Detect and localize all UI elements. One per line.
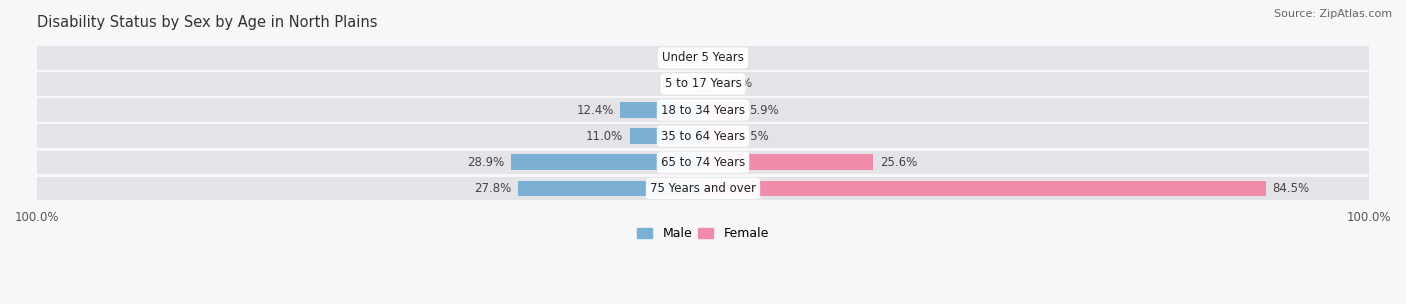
Bar [697,76,703,92]
Text: 35 to 64 Years: 35 to 64 Years [661,130,745,143]
Text: Disability Status by Sex by Age in North Plains: Disability Status by Sex by Age in North… [37,15,378,30]
Bar [703,154,873,170]
Text: 0.0%: 0.0% [710,51,740,64]
Bar [703,76,709,92]
Legend: Male, Female: Male, Female [633,222,773,245]
Text: Under 5 Years: Under 5 Years [662,51,744,64]
Bar [620,102,703,118]
Bar [517,181,703,196]
Bar [703,128,733,144]
Bar [37,150,1369,174]
Text: 18 to 34 Years: 18 to 34 Years [661,104,745,116]
Text: 84.5%: 84.5% [1272,182,1309,195]
Text: 0.81%: 0.81% [716,78,752,91]
Bar [37,46,1369,70]
Bar [37,98,1369,122]
Bar [630,128,703,144]
Bar [37,72,1369,96]
Bar [37,124,1369,148]
Text: 0.0%: 0.0% [666,51,696,64]
Text: 65 to 74 Years: 65 to 74 Years [661,156,745,169]
Bar [510,154,703,170]
Bar [703,102,742,118]
Text: 11.0%: 11.0% [586,130,623,143]
Bar [703,181,1265,196]
Text: 75 Years and over: 75 Years and over [650,182,756,195]
Text: 27.8%: 27.8% [474,182,512,195]
Text: 5 to 17 Years: 5 to 17 Years [665,78,741,91]
Text: 12.4%: 12.4% [576,104,614,116]
Text: 4.5%: 4.5% [740,130,769,143]
Text: 25.6%: 25.6% [880,156,917,169]
Text: Source: ZipAtlas.com: Source: ZipAtlas.com [1274,9,1392,19]
Text: 28.9%: 28.9% [467,156,503,169]
Text: 0.8%: 0.8% [661,78,690,91]
Text: 5.9%: 5.9% [749,104,779,116]
Bar [37,177,1369,200]
